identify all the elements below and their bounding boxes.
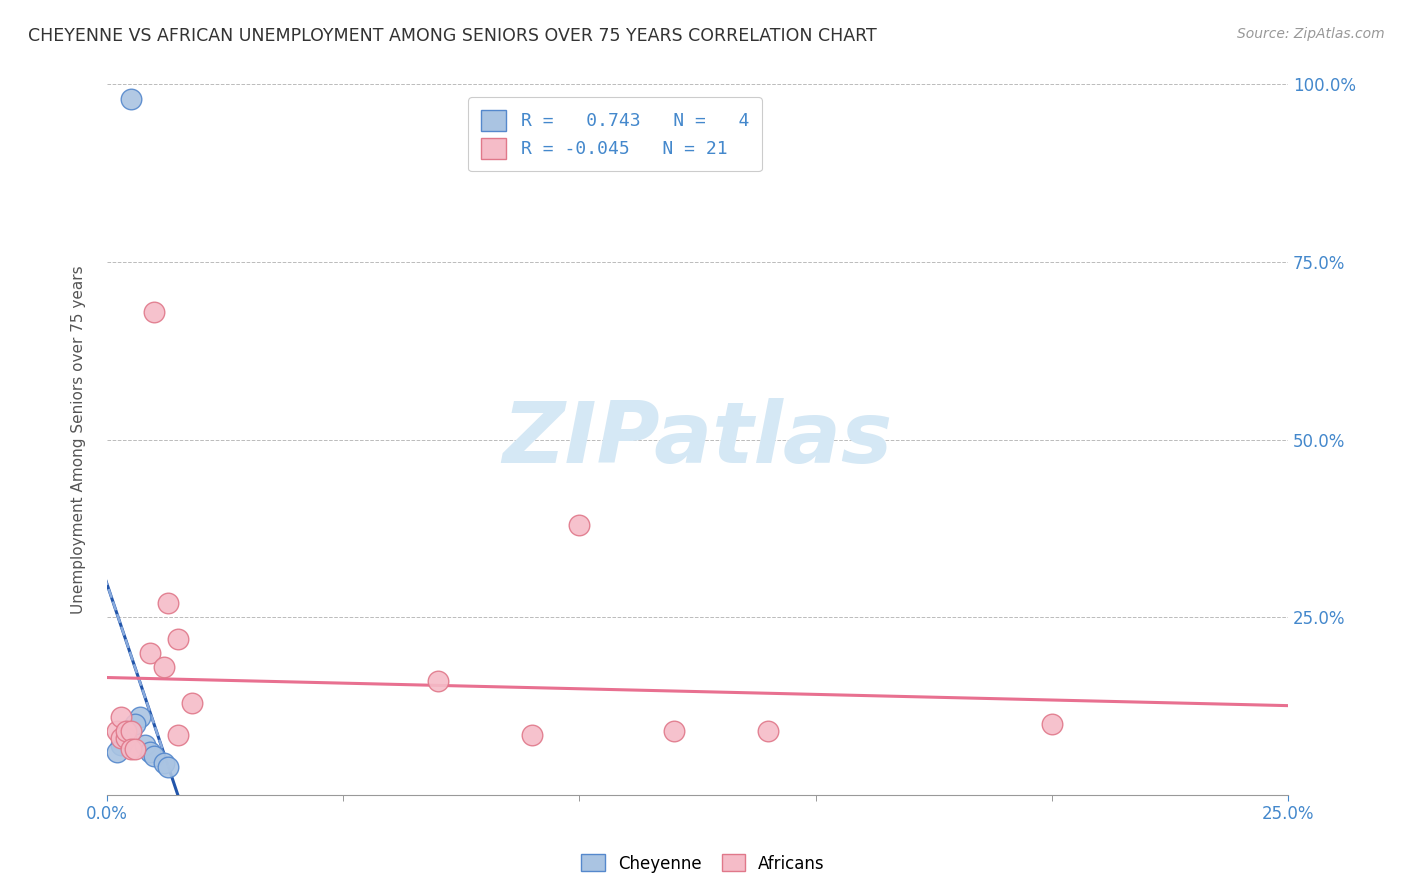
Point	[138, 646, 160, 660]
Point	[129, 710, 152, 724]
Point	[157, 596, 180, 610]
Point	[143, 305, 166, 319]
Point	[662, 724, 685, 739]
Point	[105, 746, 128, 760]
Point	[426, 674, 449, 689]
Point	[167, 728, 190, 742]
Point	[143, 749, 166, 764]
Point	[115, 724, 138, 739]
Point	[138, 746, 160, 760]
Point	[568, 518, 591, 533]
Point	[1040, 717, 1063, 731]
Point	[134, 739, 156, 753]
Point	[522, 728, 544, 742]
Point	[110, 739, 132, 753]
Legend: R =   0.743   N =   4, R = -0.045   N = 21: R = 0.743 N = 4, R = -0.045 N = 21	[468, 97, 762, 171]
Point	[181, 696, 204, 710]
Y-axis label: Unemployment Among Seniors over 75 years: Unemployment Among Seniors over 75 years	[72, 266, 86, 614]
Point	[110, 710, 132, 724]
Point	[120, 724, 142, 739]
Point	[120, 742, 142, 756]
Point	[124, 742, 146, 756]
Point	[105, 724, 128, 739]
Point	[167, 632, 190, 646]
Point	[758, 724, 780, 739]
Point	[120, 724, 142, 739]
Point	[120, 92, 142, 106]
Text: ZIPatlas: ZIPatlas	[502, 398, 893, 482]
Point	[124, 717, 146, 731]
Point	[157, 759, 180, 773]
Point	[115, 731, 138, 746]
Point	[152, 660, 174, 674]
Point	[152, 756, 174, 770]
Text: CHEYENNE VS AFRICAN UNEMPLOYMENT AMONG SENIORS OVER 75 YEARS CORRELATION CHART: CHEYENNE VS AFRICAN UNEMPLOYMENT AMONG S…	[28, 27, 877, 45]
Legend: Cheyenne, Africans: Cheyenne, Africans	[575, 847, 831, 880]
Point	[110, 731, 132, 746]
Text: Source: ZipAtlas.com: Source: ZipAtlas.com	[1237, 27, 1385, 41]
